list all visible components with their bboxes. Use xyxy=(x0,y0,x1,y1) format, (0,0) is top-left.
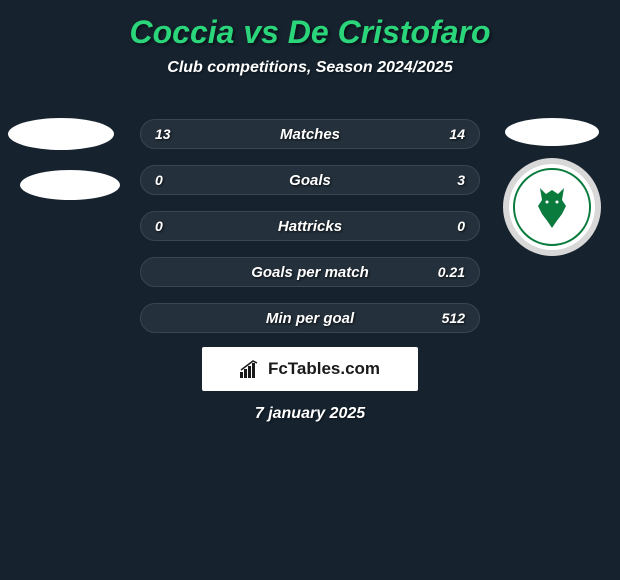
left-badge-placeholder xyxy=(0,118,125,200)
stat-row: 13 Matches 14 xyxy=(140,119,480,149)
stat-label: Min per goal xyxy=(141,310,479,327)
stat-right-value: 0 xyxy=(457,218,465,234)
stat-row: Goals per match 0.21 xyxy=(140,257,480,287)
stat-label: Hattricks xyxy=(141,218,479,235)
right-badge-container xyxy=(495,118,620,256)
stat-row: 0 Hattricks 0 xyxy=(140,211,480,241)
stat-right-value: 0.21 xyxy=(438,264,465,280)
stat-right-value: 3 xyxy=(457,172,465,188)
wolf-icon xyxy=(532,184,572,230)
branding-text: FcTables.com xyxy=(268,359,380,379)
stat-right-value: 512 xyxy=(442,310,465,326)
badge-placeholder-icon xyxy=(20,170,120,200)
stat-label: Goals per match xyxy=(141,264,479,281)
branding-logo: FcTables.com xyxy=(202,347,418,391)
footer-date: 7 january 2025 xyxy=(0,405,620,423)
stat-left-value: 0 xyxy=(155,218,163,234)
page-subtitle: Club competitions, Season 2024/2025 xyxy=(0,59,620,77)
stat-row: Min per goal 512 xyxy=(140,303,480,333)
stat-row: 0 Goals 3 xyxy=(140,165,480,195)
stat-left-value: 0 xyxy=(155,172,163,188)
badge-placeholder-icon xyxy=(8,118,114,150)
stat-right-value: 14 xyxy=(449,126,465,142)
badge-placeholder-icon xyxy=(505,118,599,146)
page-title: Coccia vs De Cristofaro xyxy=(0,0,620,51)
club-badge-icon xyxy=(503,158,601,256)
stat-label: Goals xyxy=(141,172,479,189)
bar-chart-icon xyxy=(240,360,262,378)
stat-label: Matches xyxy=(141,126,479,143)
stat-left-value: 13 xyxy=(155,126,171,142)
